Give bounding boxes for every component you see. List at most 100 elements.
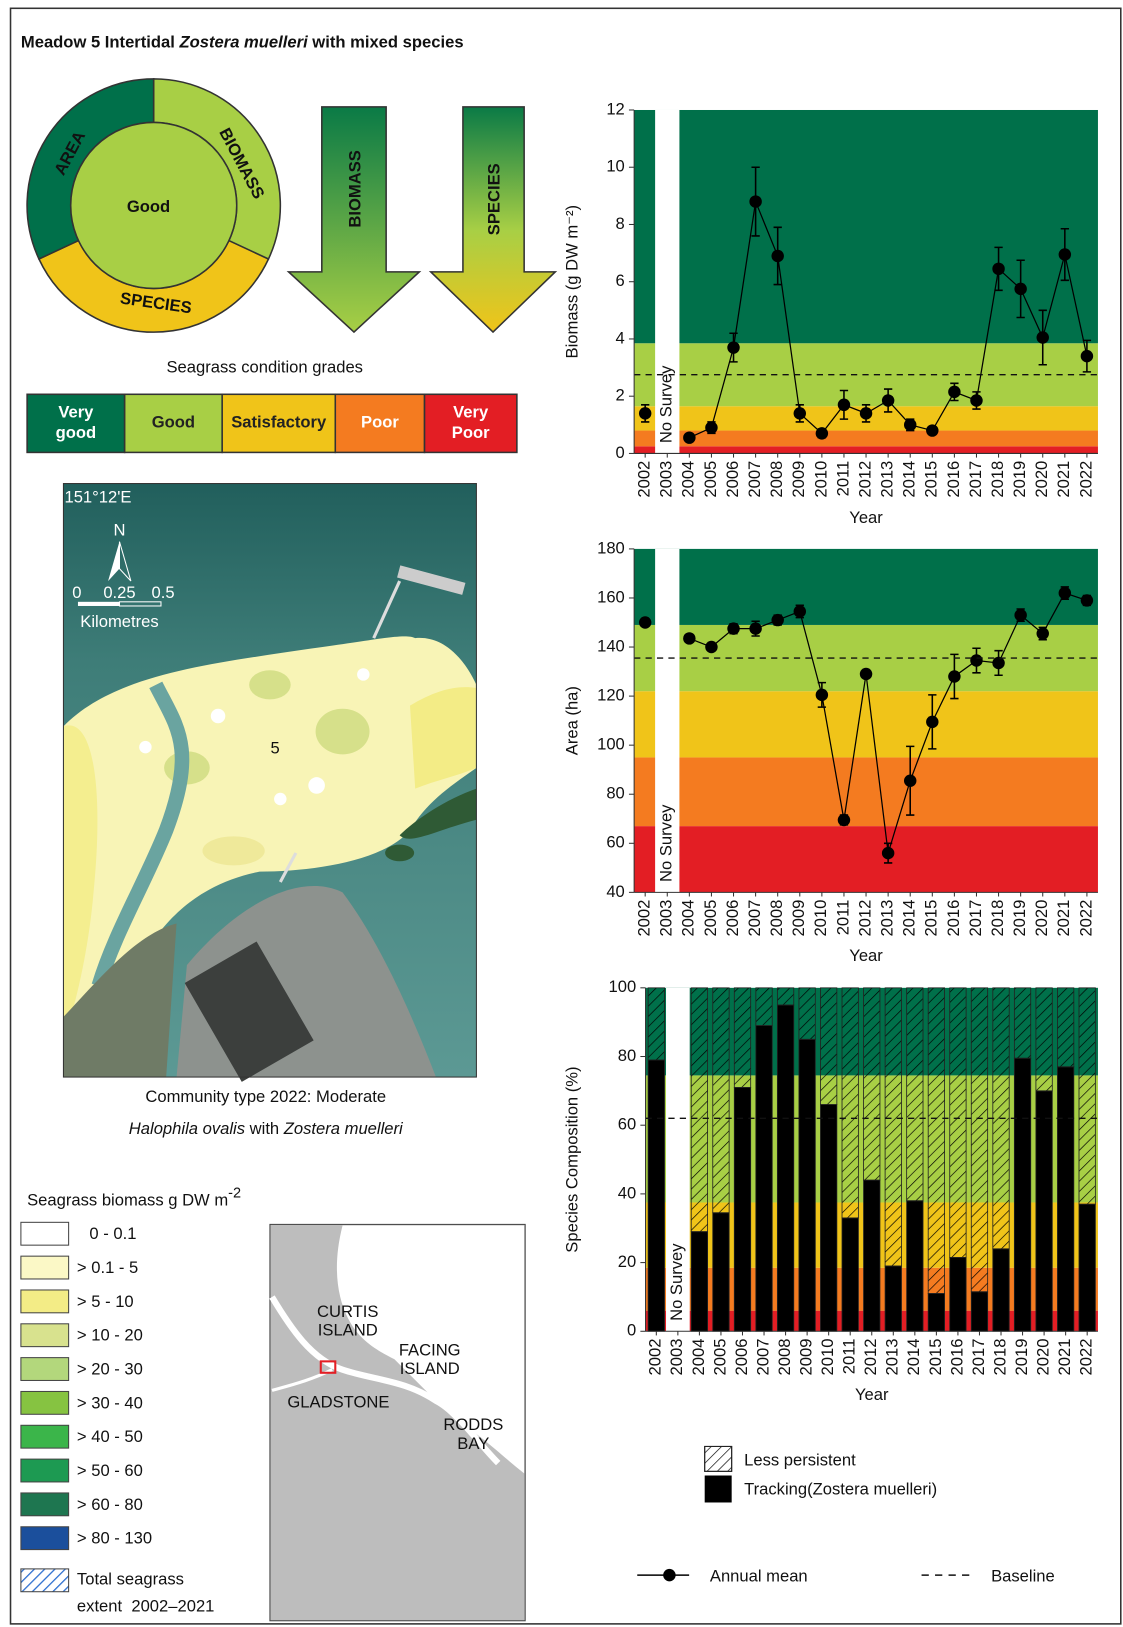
x-tick-label: 2005: [701, 461, 720, 498]
bar-segment: [927, 1293, 945, 1332]
mean-point: [992, 656, 1005, 670]
biomass-legend: 0 - 0.1 > 0.1 - 5 > 5 - 10 > 10 - 20 > 20 - …: [20, 1221, 214, 1616]
x-tick-label: 2019: [1012, 1339, 1031, 1376]
meadow-number: 5: [270, 739, 279, 758]
legend-label: 0 - 0.1: [89, 1224, 136, 1243]
legend-swatch: [20, 1255, 70, 1280]
legend-label: > 5 - 10: [77, 1292, 134, 1311]
y-tick-label: 6: [616, 271, 625, 290]
y-tick-label: 60: [618, 1115, 636, 1134]
y-tick-label: 2: [616, 386, 625, 405]
y-tick-label: 0: [616, 443, 625, 462]
grade-box: [423, 393, 518, 454]
y-tick-label: 80: [618, 1046, 636, 1065]
mean-point: [1080, 349, 1094, 363]
legend-label: > 0.1 - 5: [77, 1258, 138, 1277]
x-tick-label: 2004: [679, 900, 698, 937]
bar-segment: [755, 987, 773, 1027]
legend-swatch: [20, 1492, 70, 1517]
bar-segment: [970, 987, 989, 1293]
caption-part: Zostera muelleri: [283, 1119, 404, 1138]
y-tick-label: 12: [606, 99, 624, 118]
x-tick-label: 2020: [1033, 1339, 1052, 1376]
legend-label: Total seagrass: [77, 1570, 184, 1589]
x-tick-label: 2022: [1076, 461, 1095, 498]
legend-title: Seagrass biomass g DW m-2: [27, 1185, 241, 1210]
bar-segment: [1013, 987, 1032, 1059]
x-tick-label: 2011: [833, 900, 852, 936]
bar-segment: [712, 987, 730, 1214]
x-tick-label: 2021: [1055, 1339, 1074, 1376]
legend-swatch: [20, 1424, 70, 1449]
map-caption: Community type 2022: Moderate: [145, 1087, 386, 1106]
scale-label: 0.5: [152, 583, 175, 602]
bar-segment: [863, 987, 881, 1181]
place-label: ISLAND: [318, 1321, 378, 1340]
mean-point: [727, 622, 740, 635]
title-part: Meadow 5 Intertidal: [21, 33, 180, 52]
y-tick-label: 160: [597, 587, 625, 606]
bar-segment: [992, 1248, 1010, 1332]
legend-label: Annual mean: [710, 1567, 808, 1586]
y-tick-label: 100: [609, 977, 637, 996]
condition-band: [634, 548, 1098, 625]
x-tick-label: 2009: [797, 1339, 816, 1376]
x-tick-label: 2018: [988, 461, 1007, 498]
y-tick-label: 180: [597, 538, 625, 557]
x-tick-label: 2007: [753, 1339, 772, 1376]
x-tick-label: 2018: [990, 1339, 1009, 1376]
x-tick-label: 2017: [966, 900, 985, 937]
bar-segment: [970, 1291, 989, 1332]
annotation: No Survey: [657, 804, 676, 882]
no-survey-column: [666, 987, 690, 1332]
bar-segment: [1035, 987, 1053, 1092]
bar-segment: [1078, 987, 1096, 1205]
x-tick-label: 2006: [723, 900, 742, 937]
annotation: No Survey: [667, 1243, 686, 1321]
bar-segment: [690, 1231, 709, 1332]
mean-point: [837, 813, 851, 827]
mean-point: [727, 341, 740, 354]
mean-point: [859, 667, 873, 681]
meadow-map: 151°12'E N 0 0.25 0.5 Kilometres 5: [62, 483, 477, 1082]
y-tick-label: 10: [606, 157, 624, 176]
x-tick-label: 2014: [904, 1339, 923, 1376]
bar-segment: [776, 987, 795, 1006]
x-tick-label: 2013: [878, 900, 897, 937]
legend-title-part: -2: [228, 1185, 241, 1201]
x-tick-label: 2009: [789, 461, 808, 498]
bar-segment: [841, 1217, 859, 1332]
grades-title: Seagrass condition grades: [166, 358, 362, 377]
legend-swatch: [20, 1458, 70, 1483]
mean-point: [705, 640, 718, 654]
y-axis-title: Species Composition (%): [562, 1066, 581, 1252]
title: Meadow 5 Intertidal Zostera muelleri wit…: [21, 33, 464, 52]
bar-segment: [733, 1087, 752, 1332]
condition-grade: Good: [127, 197, 170, 216]
bar-segment: [927, 987, 945, 1294]
legend-swatch: [704, 1475, 732, 1503]
legend-label: > 20 - 30: [77, 1359, 143, 1378]
legend-label: Tracking(Zostera muelleri): [744, 1479, 937, 1498]
legend-swatch: [20, 1323, 70, 1348]
condition-band: [634, 430, 1098, 447]
no-survey-column: [655, 109, 680, 454]
y-tick-label: 40: [618, 1183, 636, 1202]
bar-segment: [798, 987, 816, 1040]
x-tick-label: 2018: [988, 900, 1007, 937]
x-tick-label: 2003: [657, 900, 676, 937]
mean-point: [903, 418, 917, 432]
map-coordinate: 151°12'E: [64, 487, 131, 506]
mean-point: [970, 654, 983, 667]
y-tick-label: 60: [606, 833, 624, 852]
x-tick-label: 2020: [1032, 900, 1051, 937]
grade-label: good: [56, 423, 97, 442]
y-axis-title: Biomass (g DW m⁻²): [562, 205, 581, 358]
x-tick-label: 2008: [767, 461, 786, 498]
x-tick-label: 2013: [883, 1339, 902, 1376]
bar-segment: [820, 1104, 838, 1332]
place-label: RODDS: [443, 1415, 503, 1434]
x-tick-label: 2016: [944, 900, 963, 937]
y-tick-label: 100: [597, 735, 625, 754]
